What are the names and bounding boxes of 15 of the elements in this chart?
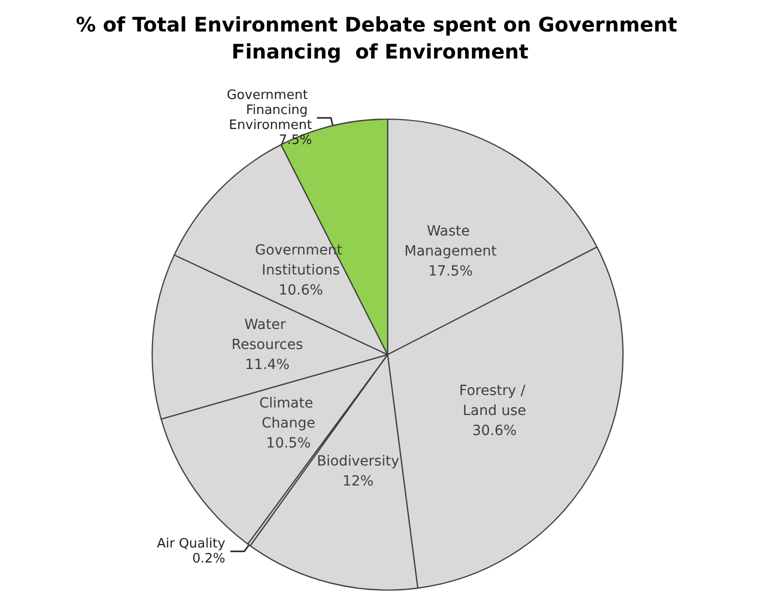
data-label: 17.5% bbox=[428, 264, 473, 280]
chart-title: % of Total Environment Debate spent on Government Financing of Environment bbox=[76, 12, 684, 64]
data-label: 0.2% bbox=[192, 551, 226, 566]
slice-label: Water Resources bbox=[232, 316, 304, 353]
data-label: 12% bbox=[342, 474, 374, 490]
data-label: 10.5% bbox=[266, 435, 311, 452]
data-label: 30.6% bbox=[472, 422, 517, 439]
data-label: 10.6% bbox=[278, 282, 324, 299]
data-label: 11.4% bbox=[245, 356, 290, 373]
slice-label: Forestry / Land use bbox=[459, 382, 530, 419]
slice-label: Air Quality bbox=[156, 536, 226, 552]
slice-label: Waste Management bbox=[404, 224, 498, 260]
slice-label: Climate Change bbox=[259, 395, 318, 432]
slice-label: Government Financing Environment bbox=[226, 88, 312, 133]
slice-label: Biodiversity bbox=[316, 454, 400, 470]
